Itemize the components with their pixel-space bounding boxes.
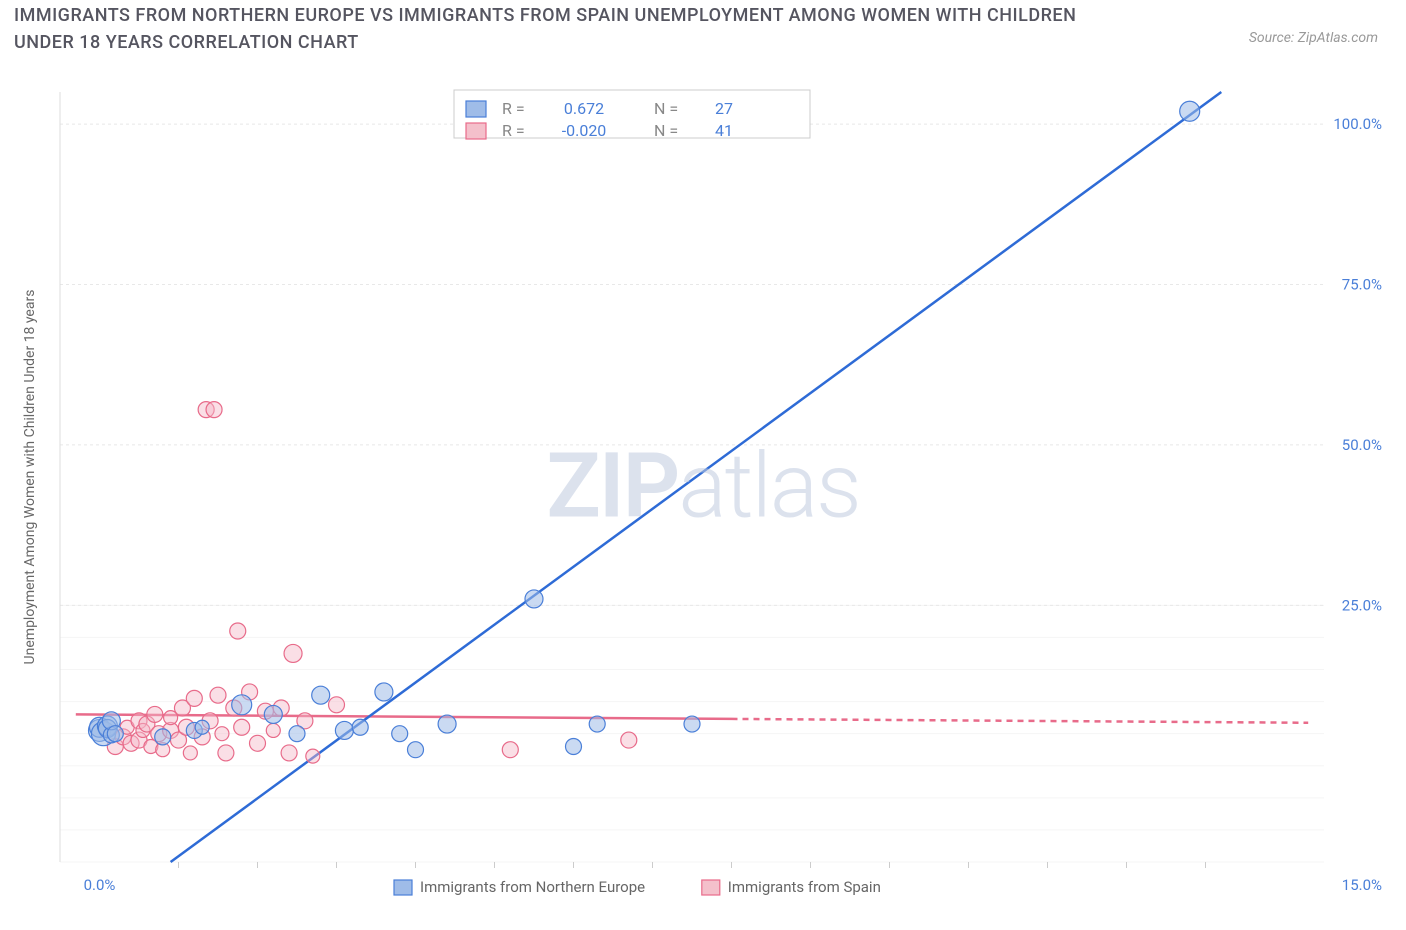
y-tick-label: 50.0% [1342,436,1382,454]
pink-point [250,735,266,751]
chart-title: IMMIGRANTS FROM NORTHERN EUROPE VS IMMIG… [14,0,1124,56]
pink-point [210,687,226,703]
blue-point [312,686,330,704]
legend-r-value: -0.020 [562,121,607,140]
pink-point [234,719,250,735]
legend-bottom-swatch [394,880,412,895]
blue-point [684,716,700,732]
pink-point [329,697,345,713]
plot-background [14,62,1392,910]
blue-point [566,739,582,755]
pink-point [266,723,280,737]
blue-point [264,705,282,723]
blue-point [438,715,456,733]
blue-point [232,695,252,715]
legend-bottom-label: Immigrants from Spain [728,878,881,896]
blue-point [155,729,171,745]
blue-point [289,726,305,742]
pink-point [147,706,163,722]
pink-point [306,749,320,763]
pink-point [215,727,229,741]
blue-point [525,590,543,608]
legend-n-value: 27 [715,99,733,118]
pink-point [502,742,518,758]
legend-r-label: R = [502,99,525,118]
legend-n-label: N = [654,99,678,118]
legend-bottom-label: Immigrants from Northern Europe [420,878,645,896]
legend-r-value: 0.672 [564,99,604,118]
blue-point [589,716,605,732]
blue-point [375,683,393,701]
pink-point [621,732,637,748]
x-tick-label-left: 0.0% [84,876,116,894]
blue-point [352,719,368,735]
pink-point [218,745,234,761]
legend-swatch [466,123,486,139]
pink-point [183,746,197,760]
blue-point [107,726,123,742]
blue-point [392,726,408,742]
legend-swatch [466,101,486,117]
x-tick-label-right: 15.0% [1342,876,1382,894]
pink-point [284,644,302,662]
chart-header: IMMIGRANTS FROM NORTHERN EUROPE VS IMMIG… [14,0,1392,62]
y-axis-label: Unemployment Among Women with Children U… [22,290,38,665]
y-tick-label: 100.0% [1333,115,1382,133]
blue-point [408,742,424,758]
y-tick-label: 25.0% [1342,596,1382,614]
legend-bottom-swatch [702,880,720,895]
blue-point [195,720,209,734]
pink-point [206,402,222,418]
blue-point [1180,101,1200,121]
y-tick-label: 75.0% [1342,276,1382,294]
chart-area: ZIPatlas 25.0%50.0%75.0%100.0%0.0%15.0%U… [14,62,1392,910]
pink-point [230,623,246,639]
blue-point [335,721,353,739]
legend-n-label: N = [654,121,678,140]
source-attribution: Source: ZipAtlas.com [1249,30,1378,46]
legend-r-label: R = [502,121,525,140]
scatter-chart-svg: 25.0% 50.0% 75.0% 100.0% 0.0% 15.0% Unemployme… [14,62,1392,910]
pink-point [186,690,202,706]
pink-point [281,745,297,761]
legend-n-value: 41 [715,121,733,140]
